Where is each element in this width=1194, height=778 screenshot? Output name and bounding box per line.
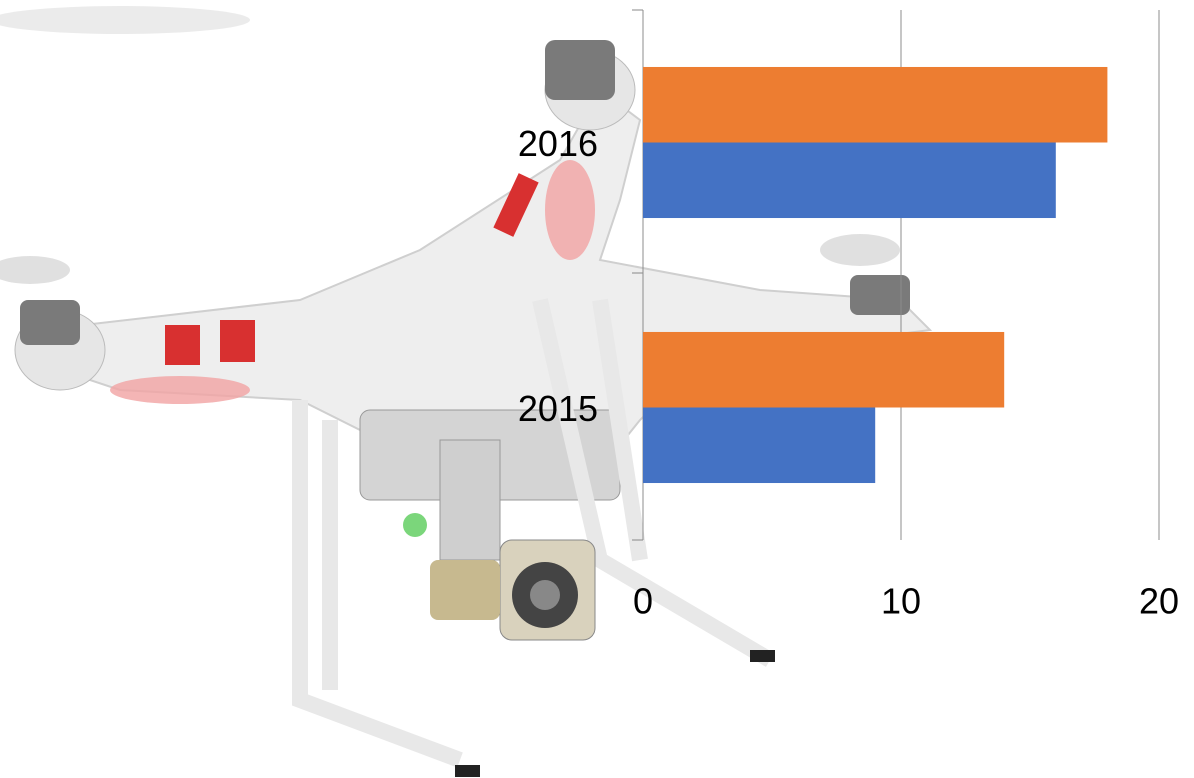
x-tick-label: 20 <box>1139 581 1179 622</box>
bar <box>643 67 1107 143</box>
bar <box>643 408 875 484</box>
y-tick-label: 2015 <box>518 388 598 429</box>
page: 0102020152016 (() => { const data = JSON… <box>0 0 1194 778</box>
bar <box>643 143 1056 219</box>
y-tick-label: 2016 <box>518 123 598 164</box>
bar <box>643 332 1004 408</box>
x-tick-label: 10 <box>881 581 921 622</box>
chart: 0 10 20 2015 2016 <box>0 0 1194 778</box>
x-tick-label: 0 <box>633 581 653 622</box>
